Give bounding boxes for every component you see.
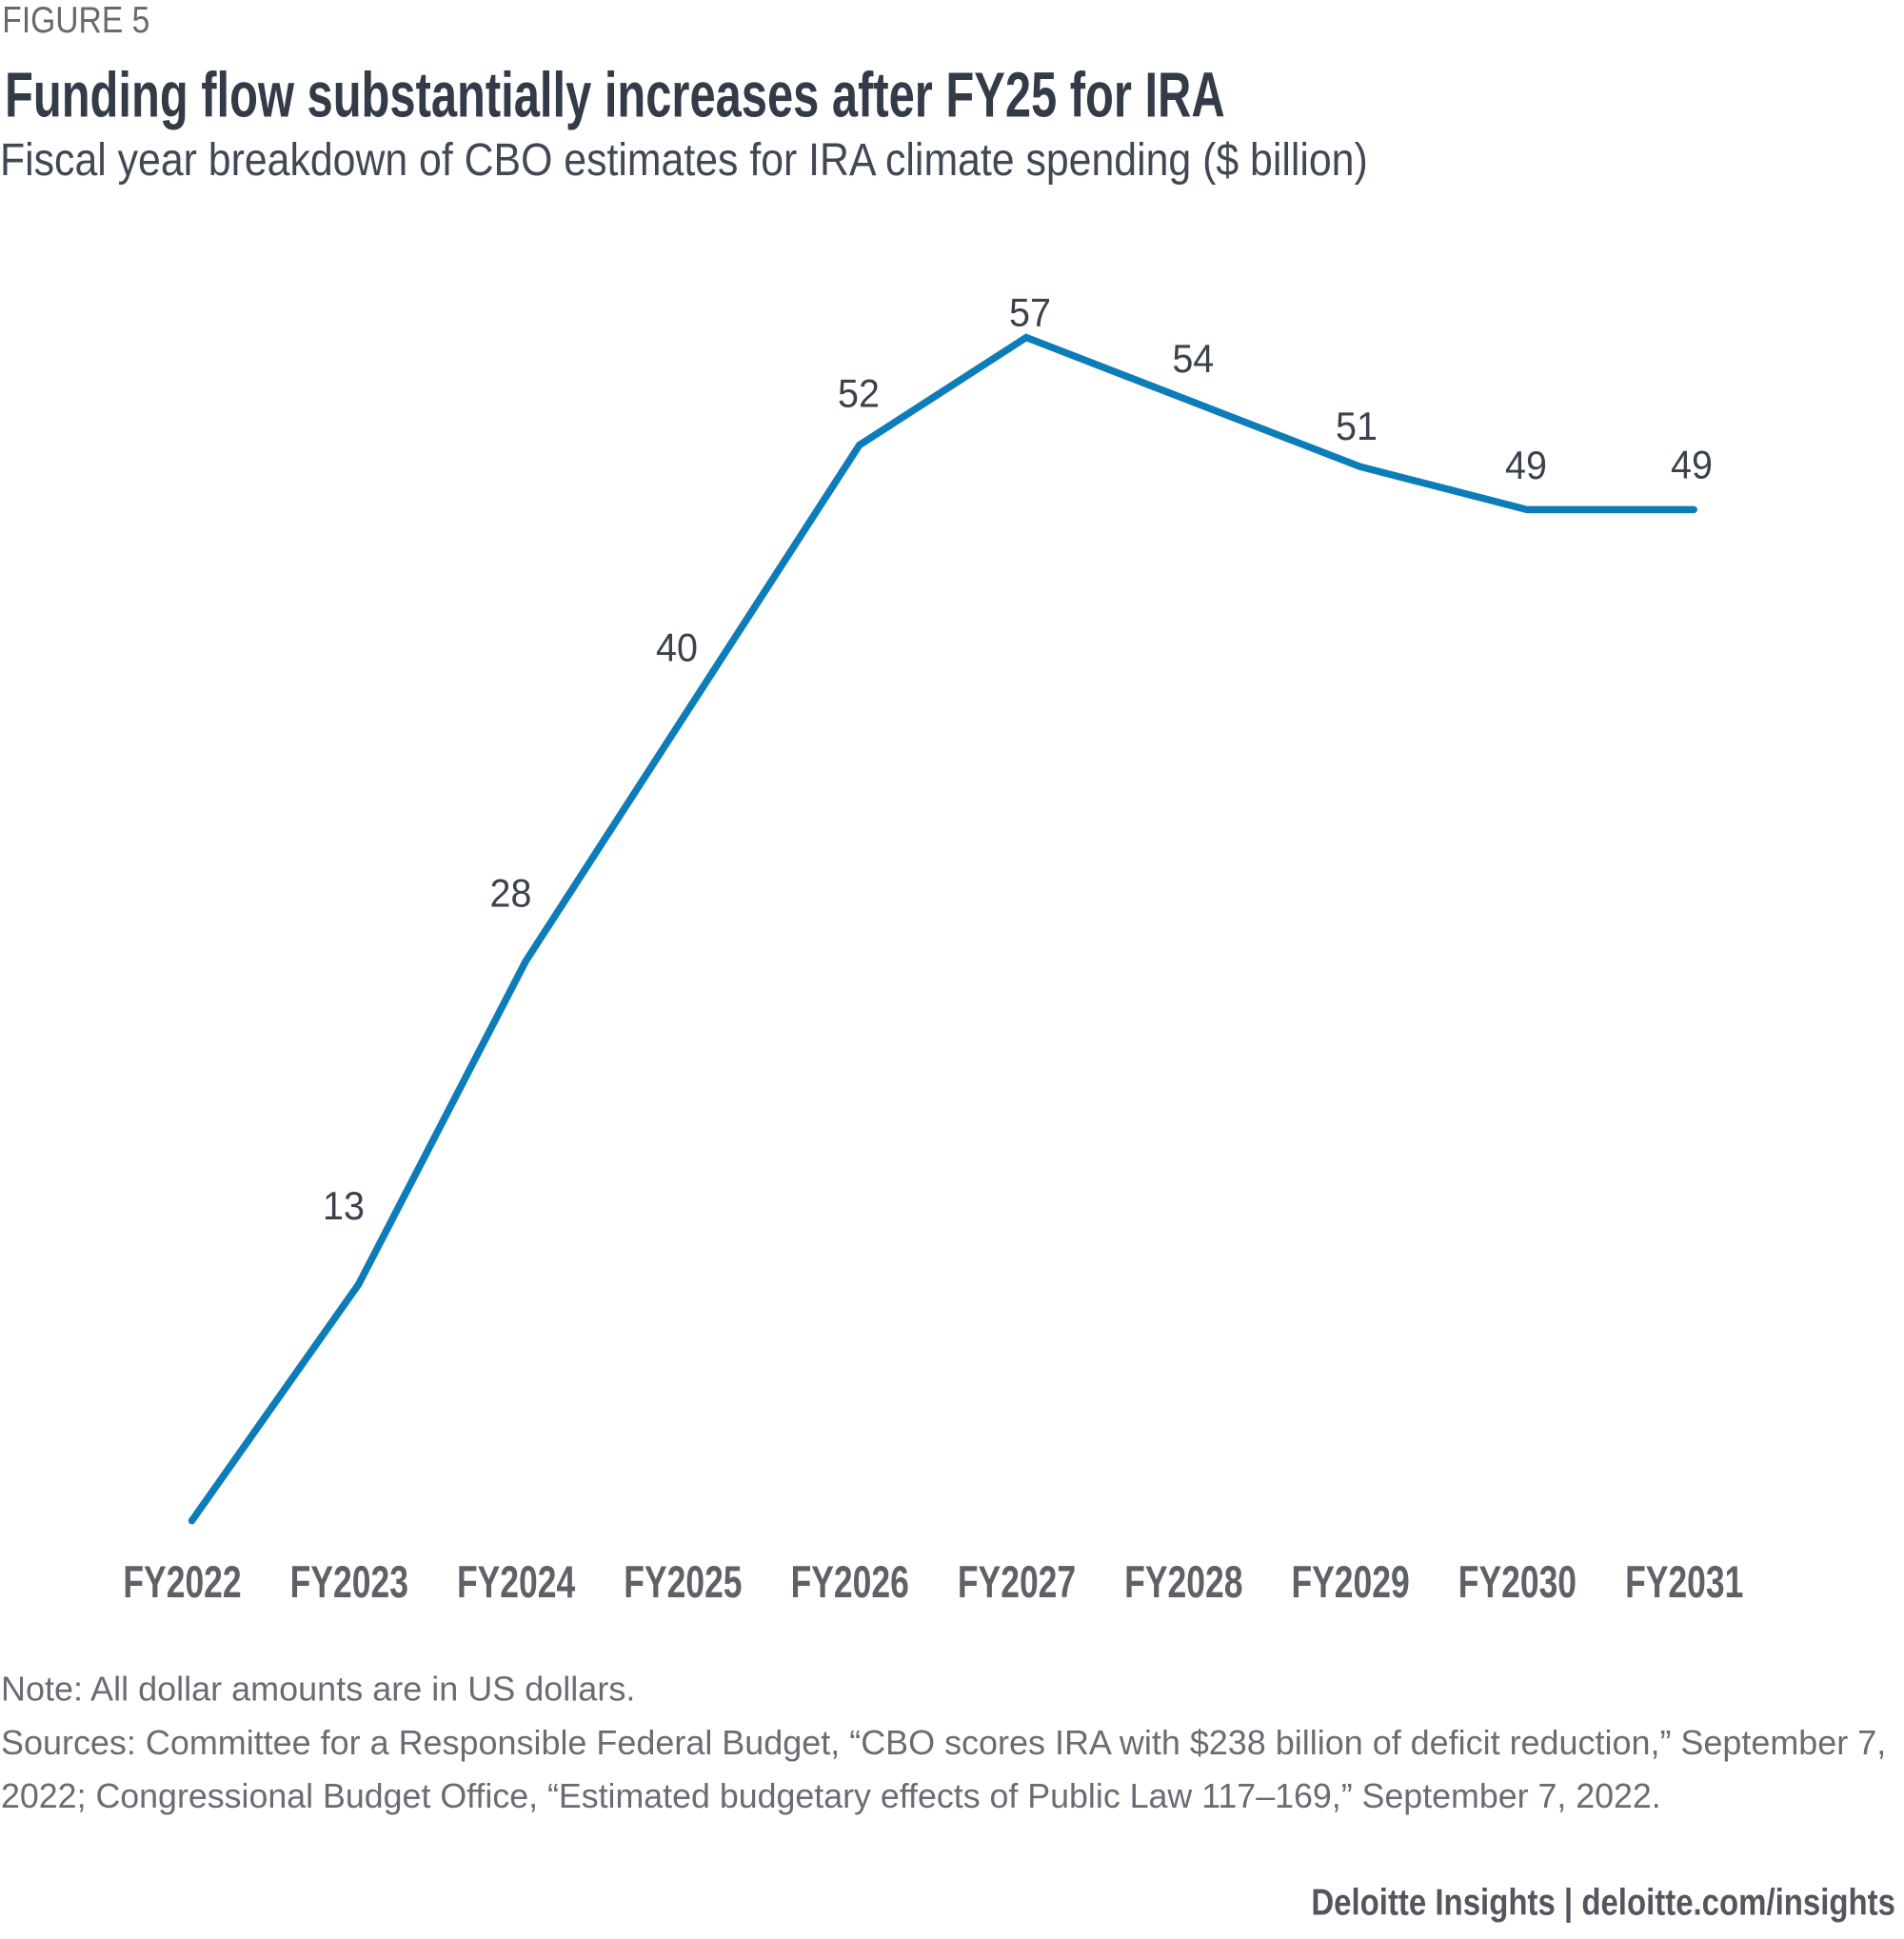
svg-text:51: 51 [1336,404,1378,448]
svg-text:54: 54 [1172,336,1214,381]
svg-text:57: 57 [1009,289,1051,334]
svg-text:Sources: Committee for a Respo: Sources: Committee for a Responsible Fed… [1,1723,1886,1762]
svg-text:FY2023: FY2023 [290,1556,408,1607]
svg-text:49: 49 [1505,443,1547,487]
svg-text:FY2025: FY2025 [624,1556,742,1607]
svg-text:FY2028: FY2028 [1124,1556,1242,1607]
svg-text:Note: All dollar amounts are i: Note: All dollar amounts are in US dolla… [1,1670,635,1709]
svg-text:Funding flow substantially inc: Funding flow substantially increases aft… [5,60,1225,130]
svg-text:FY2026: FY2026 [791,1556,909,1607]
svg-text:FY2029: FY2029 [1291,1556,1409,1607]
svg-text:Deloitte Insights | deloitte.c: Deloitte Insights | deloitte.com/insight… [1311,1882,1895,1923]
svg-text:49: 49 [1671,442,1713,486]
svg-text:FY2024: FY2024 [457,1556,575,1607]
svg-text:Fiscal year breakdown of CBO e: Fiscal year breakdown of CBO estimates f… [0,134,1368,186]
svg-text:FIGURE 5: FIGURE 5 [2,0,149,41]
svg-text:FY2022: FY2022 [123,1556,241,1607]
svg-text:2022; Congressional Budget Off: 2022; Congressional Budget Office, “Esti… [1,1777,1661,1815]
svg-text:FY2027: FY2027 [958,1556,1076,1607]
svg-text:40: 40 [656,624,698,669]
svg-text:52: 52 [838,370,880,415]
svg-text:FY2030: FY2030 [1458,1556,1577,1607]
svg-text:FY2031: FY2031 [1625,1556,1743,1607]
svg-text:28: 28 [490,870,532,915]
svg-text:13: 13 [323,1183,365,1228]
